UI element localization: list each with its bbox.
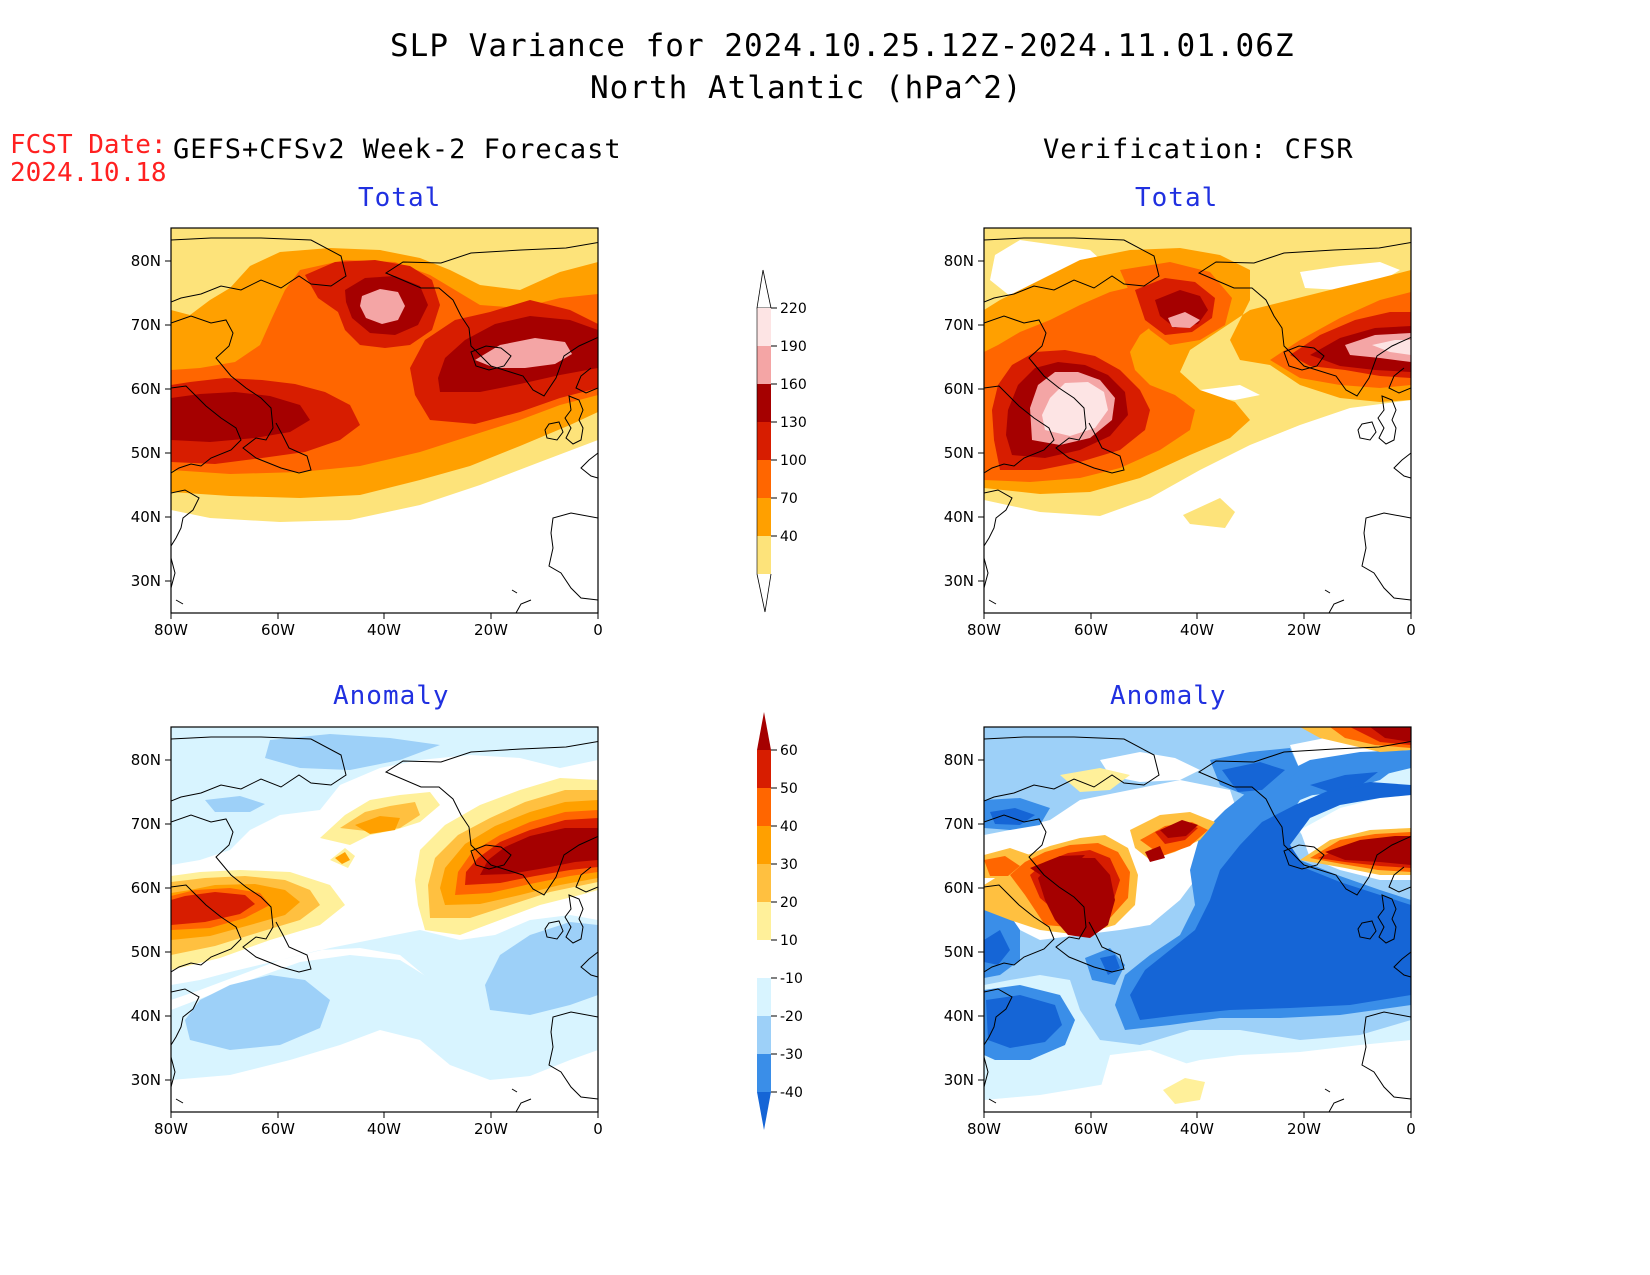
lat-tick-label: 30N	[944, 1071, 974, 1089]
lon-tick-label: 60W	[1074, 621, 1108, 639]
colorbar-swatch	[757, 750, 771, 788]
lat-tick-label: 60N	[131, 879, 161, 897]
lat-tick-label: 40N	[131, 1007, 161, 1025]
colorbar-overflow-bottom	[757, 1092, 771, 1130]
lon-tick-label: 60W	[261, 621, 295, 639]
colorbar-swatch	[757, 308, 771, 346]
fcst-date-value: 2024.10.18	[10, 158, 167, 188]
lat-tick-label: 70N	[131, 316, 161, 334]
verification-anomaly-title: Anomaly	[1110, 681, 1227, 711]
colorbar-level-label: 60	[780, 743, 798, 759]
colorbar-swatch	[757, 1054, 771, 1092]
colorbar-swatch	[757, 978, 771, 1016]
verification-column-header: Verification: CFSR	[1043, 134, 1354, 165]
verification-total-title: Total	[1135, 183, 1219, 213]
colorbar-level-label: 100	[780, 453, 807, 469]
colorbar-level-label: 50	[780, 781, 798, 797]
colorbar-swatch	[757, 498, 771, 536]
lon-tick-label: 20W	[474, 1120, 508, 1138]
lat-tick-label: 30N	[944, 572, 974, 590]
lat-tick-label: 80N	[944, 252, 974, 270]
chart-title-line2: North Atlantic (hPa^2)	[590, 70, 1023, 106]
lat-tick-label: 60N	[944, 380, 974, 398]
colorbar-level-label: 190	[780, 339, 807, 355]
forecast-column-header: GEFS+CFSv2 Week-2 Forecast	[173, 134, 622, 165]
lon-tick-label: 20W	[1287, 1120, 1321, 1138]
lon-tick-label: 0	[593, 1120, 603, 1138]
lat-tick-label: 50N	[131, 943, 161, 961]
lat-tick-label: 60N	[944, 879, 974, 897]
lon-tick-label: 80W	[154, 1120, 188, 1138]
lon-tick-label: 40W	[367, 1120, 401, 1138]
lat-tick-label: 70N	[944, 316, 974, 334]
colorbar-level-label: 30	[780, 857, 798, 873]
lon-tick-label: 80W	[154, 621, 188, 639]
colorbar-swatch	[757, 1016, 771, 1054]
lon-tick-label: 60W	[261, 1120, 295, 1138]
colorbar-swatch	[757, 460, 771, 498]
forecast-anomaly-title: Anomaly	[333, 681, 450, 711]
lat-tick-label: 30N	[131, 572, 161, 590]
lat-tick-label: 50N	[944, 444, 974, 462]
lat-tick-label: 40N	[944, 1007, 974, 1025]
colorbar-level-label: 70	[780, 491, 798, 507]
lon-tick-label: 0	[593, 621, 603, 639]
colorbar-swatch	[757, 384, 771, 422]
lon-tick-label: 60W	[1074, 1120, 1108, 1138]
colorbar-total: 220 190 160 130 100 70 40	[756, 269, 807, 613]
lon-tick-label: 20W	[474, 621, 508, 639]
verification-total-map	[983, 227, 1412, 614]
lat-tick-label: 80N	[131, 751, 161, 769]
forecast-total-map	[170, 227, 599, 614]
lat-tick-label: 60N	[131, 380, 161, 398]
colorbar-level-label: 20	[780, 895, 798, 911]
colorbar-swatch	[757, 422, 771, 460]
lat-tick-label: 40N	[944, 508, 974, 526]
colorbar-swatch	[757, 536, 771, 574]
lon-tick-label: 80W	[967, 621, 1001, 639]
colorbar-level-label: 10	[780, 933, 798, 949]
verification-anomaly-map	[983, 726, 1412, 1113]
colorbar-level-label: 130	[780, 415, 807, 431]
colorbar-level-label: -30	[780, 1047, 803, 1063]
lat-tick-label: 80N	[131, 252, 161, 270]
lat-tick-label: 80N	[944, 751, 974, 769]
lat-tick-label: 50N	[944, 943, 974, 961]
colorbar-swatch	[757, 864, 771, 902]
lat-tick-label: 70N	[944, 815, 974, 833]
lat-tick-label: 50N	[131, 444, 161, 462]
lon-tick-label: 40W	[367, 621, 401, 639]
forecast-total-title: Total	[358, 183, 442, 213]
colorbar-anomaly: 60 50 40 30 20 10 -10 -20 -30 -40	[757, 712, 803, 1130]
lon-tick-label: 40W	[1180, 621, 1214, 639]
fcst-date-label: FCST Date:	[10, 130, 167, 160]
colorbar-overflow-top	[757, 712, 771, 750]
axis-labels: 80N 70N 60N 50N 40N 30N 80W 60W 40W 20W 0 80N 70N 60N…	[131, 252, 1416, 1138]
lat-tick-label: 30N	[131, 1071, 161, 1089]
lon-tick-label: 80W	[967, 1120, 1001, 1138]
chart-title-line1: SLP Variance for 2024.10.25.12Z-2024.11.…	[390, 28, 1295, 64]
colorbar-swatch	[757, 788, 771, 826]
lon-tick-label: 40W	[1180, 1120, 1214, 1138]
lon-tick-label: 20W	[1287, 621, 1321, 639]
lon-tick-label: 0	[1406, 621, 1416, 639]
colorbar-level-label: -20	[780, 1009, 803, 1025]
colorbar-level-label: 220	[780, 301, 807, 317]
lat-tick-label: 70N	[131, 815, 161, 833]
forecast-anomaly-map	[170, 726, 599, 1113]
colorbar-swatch	[757, 826, 771, 864]
colorbar-level-label: 160	[780, 377, 807, 393]
colorbar-swatch	[757, 902, 771, 940]
colorbar-level-label: 40	[780, 529, 798, 545]
colorbar-swatch	[757, 940, 771, 978]
lon-tick-label: 0	[1406, 1120, 1416, 1138]
colorbar-level-label: -10	[780, 971, 803, 987]
colorbar-level-label: -40	[780, 1085, 803, 1101]
colorbar-level-label: 40	[780, 819, 798, 835]
colorbar-swatch	[757, 346, 771, 384]
lat-tick-label: 40N	[131, 508, 161, 526]
